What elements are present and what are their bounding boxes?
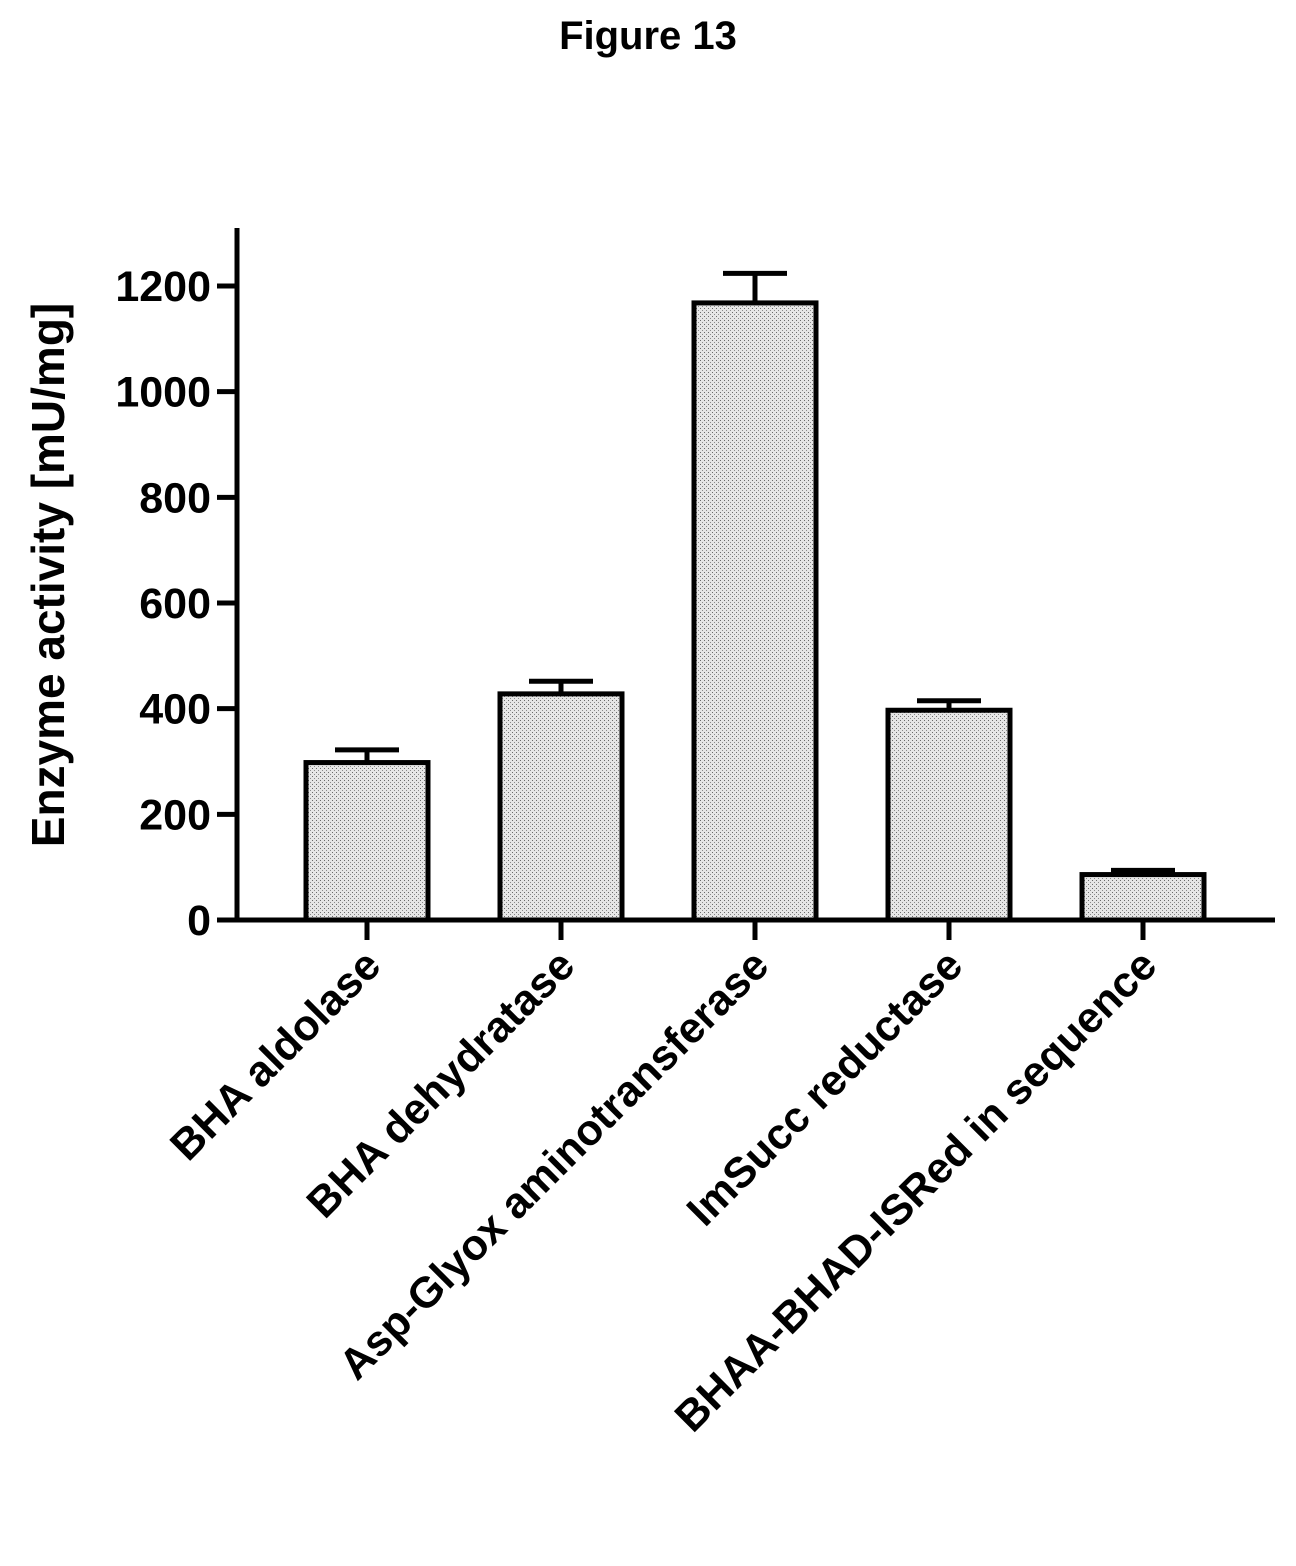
y-axis-title: Enzyme activity [mU/mg]	[22, 303, 74, 847]
category-label: Asp-Glyox aminotransferase	[330, 941, 778, 1389]
y-tick-label: 0	[187, 897, 211, 945]
bar	[1079, 872, 1207, 923]
y-tick-label: 1000	[115, 369, 211, 417]
bars	[303, 270, 1207, 923]
figure-title: Figure 13	[559, 14, 737, 58]
bar	[691, 300, 819, 923]
y-tick-label: 400	[139, 686, 211, 734]
y-tick-label: 600	[139, 580, 211, 628]
bar	[885, 707, 1013, 923]
y-tick-label: 200	[139, 791, 211, 839]
bar	[303, 760, 431, 923]
y-tick-label: 800	[139, 474, 211, 522]
y-tick-label: 1200	[115, 263, 211, 311]
bar	[497, 691, 625, 923]
